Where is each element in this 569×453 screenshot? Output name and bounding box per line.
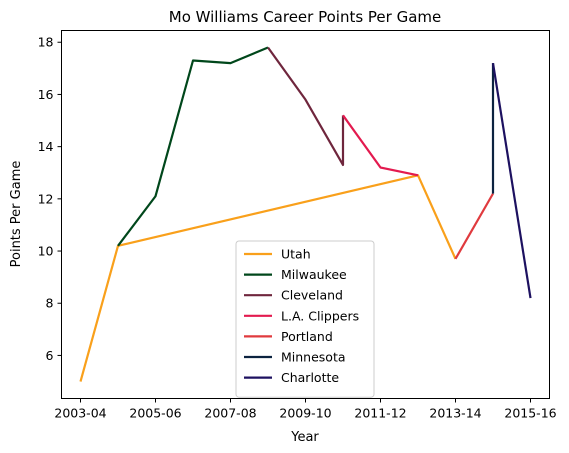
x-tick-label: 2015-16 (504, 406, 556, 421)
y-tick-label: 8 (46, 296, 54, 311)
series-line-portland (454, 193, 494, 260)
series-line-charlotte (491, 62, 532, 299)
legend-label: Portland (281, 329, 333, 344)
series-line-utah (79, 174, 457, 382)
series-line-milwaukee (117, 46, 269, 247)
x-axis-label: Year (290, 430, 319, 445)
legend-item-l-a-clippers: L.A. Clippers (244, 308, 359, 323)
legend: Utah Milwaukee Cleveland L.A. Clippers Portl… (235, 240, 375, 398)
legend-label: Milwaukee (281, 267, 347, 282)
chart-title: Mo Williams Career Points Per Game (169, 8, 442, 26)
x-tick-label: 2007-08 (204, 406, 256, 421)
y-tick-label: 16 (38, 87, 54, 102)
y-tick-label: 14 (38, 139, 54, 154)
legend-item-utah: Utah (244, 247, 311, 262)
legend-box (235, 240, 375, 398)
series-line-cleveland (267, 46, 345, 167)
legend-label: Utah (281, 247, 311, 262)
legend-label: Cleveland (281, 288, 343, 303)
legend-label: Charlotte (281, 370, 339, 385)
legend-label: L.A. Clippers (281, 308, 359, 323)
x-axis: 2003-04 2005-06 2007-08 2009-10 2011-12 2013-… (54, 398, 557, 421)
legend-item-cleveland: Cleveland (244, 288, 343, 303)
y-tick-label: 10 (38, 244, 54, 259)
legend-item-charlotte: Charlotte (244, 370, 339, 385)
legend-item-minnesota: Minnesota (244, 350, 346, 365)
y-tick-label: 6 (46, 348, 54, 363)
legend-label: Minnesota (281, 350, 346, 365)
x-tick-label: 2005-06 (129, 406, 181, 421)
x-tick-label: 2011-12 (354, 406, 406, 421)
y-tick-label: 12 (38, 191, 54, 206)
series-line-l-a-clippers (342, 114, 419, 177)
legend-item-portland: Portland (244, 329, 333, 344)
legend-item-milwaukee: Milwaukee (244, 267, 347, 282)
y-tick-label: 18 (38, 35, 54, 50)
x-tick-label: 2003-04 (54, 406, 106, 421)
x-tick-label: 2009-10 (279, 406, 331, 421)
y-axis: 6 8 10 12 14 16 18 (38, 35, 62, 363)
x-tick-label: 2013-14 (429, 406, 481, 421)
y-axis-label: Points Per Game (9, 161, 24, 268)
plot-lines (79, 46, 532, 382)
